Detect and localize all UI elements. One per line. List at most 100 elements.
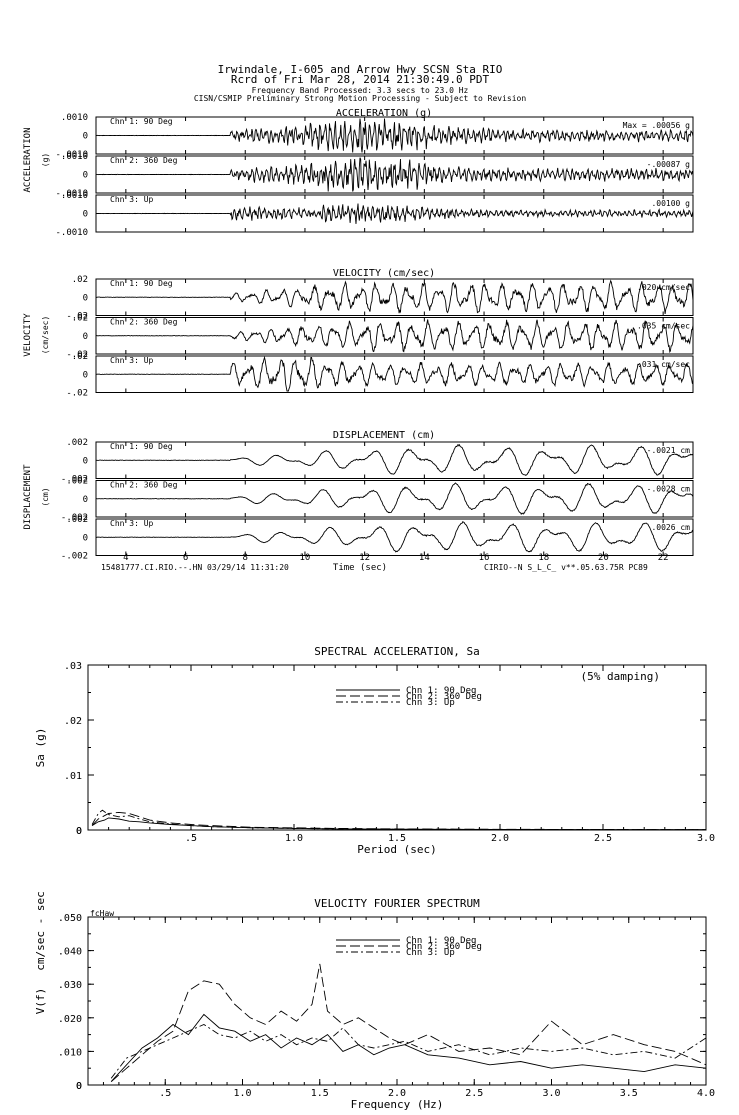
time-tick-label: 12 [359,553,370,563]
velocity-trace [95,279,694,314]
time-tick-label: 8 [243,553,248,563]
spectral-acceleration-chart: SPECTRAL ACCELERATION, Sa.03.02.0100.5 1.… [34,645,715,856]
displacement-y-tick-label: -.002 [61,475,88,485]
fourier-y-axis-unit: cm/sec - sec [34,891,47,970]
time-axis-label: Time (sec) [333,563,387,573]
acceleration-channel-peak: Max = .00056 g [623,121,691,130]
displacement-channel-peak: .0026 cm [651,523,690,532]
velocity-y-tick-label: .02 [72,314,88,324]
velocity-channel-peak: .020 cm/sec [637,283,690,292]
acceleration-trace [96,157,694,192]
acceleration-y-tick-label: 0 [83,210,88,220]
displacement-channel-label: Chn 2: 360 Deg [110,481,178,490]
spectral-x-tick-label: .5 [185,833,197,844]
fourier-x-tick-label: 3.5 [620,1088,638,1099]
displacement-channel-label: Chn 1: 90 Deg [110,442,173,451]
fourier-frame [87,916,707,1086]
spectral-x-tick-label: 2.0 [491,833,509,844]
velocity-fourier-chart: VELOCITY FOURIER SPECTRUM .050 .040 .030 .02… [34,891,715,1111]
time-tick-label: 6 [183,553,188,563]
fourier-title: VELOCITY FOURIER SPECTRUM [314,897,480,910]
processing-id-footer: CIRIO--N S_L_C_ v**.05.63.75R PC89 [484,563,648,572]
acceleration-channel-label: Chn 2: 360 Deg [110,156,178,165]
velocity-channel-label: Chn 3: Up [110,356,154,365]
time-tick-label: 4 [123,553,128,563]
spectral-x-tick-label: 3.0 [697,833,715,844]
velocity-unit-label: (cm/sec) [41,316,50,355]
velocity-y-tick-label: .02 [72,352,88,362]
time-tick-label: 22 [658,553,669,563]
displacement-trace [96,482,694,515]
fourier-y-axis-label: V(f) [34,988,47,1015]
acceleration-side-label: ACCELERATION [23,127,33,192]
fourier-x-tick-label: 3.0 [542,1088,560,1099]
acceleration-y-tick-label: -.0010 [55,150,88,160]
velocity-y-tick-label: 0 [83,293,88,303]
header-line-2: Rcrd of Fri Mar 28, 2014 21:30:49.0 PDT [231,73,490,86]
spectral-origin-label: 0 [76,826,82,837]
header-line-1: Irwindale, I-605 and Arrow Hwy SCSN Sta … [218,63,503,76]
velocity-y-tick-label: 0 [83,370,88,380]
spectral-y-tick-label: 0 [76,826,82,837]
fourier-series-line [110,963,707,1082]
velocity-channel-label: Chn 1: 90 Deg [110,279,173,288]
displacement-channel-frame [95,518,694,556]
fourier-origin-label: 0 [76,1081,82,1092]
acceleration-trace [95,203,694,224]
acceleration-panel: ACCELERATION (g) ACCELERATION (g) Chn 1: 90… [23,108,694,238]
displacement-unit-label: (cm) [41,487,50,506]
spectral-x-axis-label: Period (sec) [357,843,436,856]
velocity-side-label: VELOCITY [23,313,33,357]
fourier-y-tick-label: .010 [58,1047,82,1058]
fourier-x-axis-label: Frequency (Hz) [351,1098,444,1111]
acceleration-y-tick-label: 0 [83,171,88,181]
header-line-4: CISN/CSMIP Preliminary Strong Motion Pro… [194,94,527,103]
displacement-y-tick-label: .002 [66,438,88,448]
spectral-legend-label: Chn 1: 90 Deg [406,686,476,696]
fourier-y-tick-label: 0 [76,1081,82,1092]
displacement-channel-label: Chn 3: Up [110,519,154,528]
velocity-channel-label: Chn 2: 360 Deg [110,318,178,327]
velocity-panel: VELOCITY (cm/sec) VELOCITY (cm/sec) Chn 1: … [23,268,694,399]
time-tick-label: 18 [538,553,549,563]
time-tick-label: 14 [419,553,430,563]
velocity-y-tick-label: 0 [83,332,88,342]
velocity-y-tick-label: .02 [72,275,88,285]
acceleration-title: ACCELERATION (g) [336,108,432,119]
time-tick-label: 16 [479,553,490,563]
acceleration-y-tick-label: .0010 [61,191,88,201]
acceleration-channel-peak: .00100 g [651,199,690,208]
displacement-y-tick-label: .002 [66,515,88,525]
fourier-corner-label: fcHaw [90,909,114,918]
fourier-legend-label: Chn 3: Up [406,948,455,958]
acceleration-y-tick-label: -.0010 [55,228,88,238]
acceleration-y-tick-label: .0010 [61,152,88,162]
velocity-trace [95,319,694,354]
displacement-trace [95,521,694,553]
spectral-y-tick-label: .02 [64,716,82,727]
fourier-x-tick-label: 2.5 [465,1088,483,1099]
displacement-channel-peak: -.0021 cm [647,446,691,455]
velocity-title: VELOCITY (cm/sec) [333,268,435,279]
fourier-y-tick-label: .020 [58,1014,82,1025]
fourier-x-tick-label: .5 [159,1088,171,1099]
acceleration-channel-label: Chn 3: Up [110,195,154,204]
acceleration-y-tick-label: -.0010 [55,189,88,199]
displacement-channel-peak: -.0028 cm [647,485,691,494]
spectral-series-line [91,817,707,831]
fourier-x-tick-label: 2.0 [388,1088,406,1099]
fourier-legend-label: Chn 2: 360 Deg [406,942,482,952]
header-line-3: Frequency Band Processed: 3.3 secs to 23… [252,86,469,95]
acceleration-trace [95,118,694,153]
fourier-y-tick-label: .040 [58,947,82,958]
time-tick-label: 20 [598,553,609,563]
spectral-x-tick-label: 1.5 [388,833,406,844]
velocity-y-tick-label: -.02 [66,389,88,399]
fourier-series-line [110,1013,707,1082]
fourier-y-tick-label: .030 [58,980,82,991]
spectral-x-tick-label: 1.0 [285,833,303,844]
spectral-title: SPECTRAL ACCELERATION, Sa [314,645,480,658]
displacement-y-tick-label: -.002 [61,552,88,562]
time-history-panels: ACCELERATION (g) ACCELERATION (g) Chn 1: 90… [23,108,694,563]
